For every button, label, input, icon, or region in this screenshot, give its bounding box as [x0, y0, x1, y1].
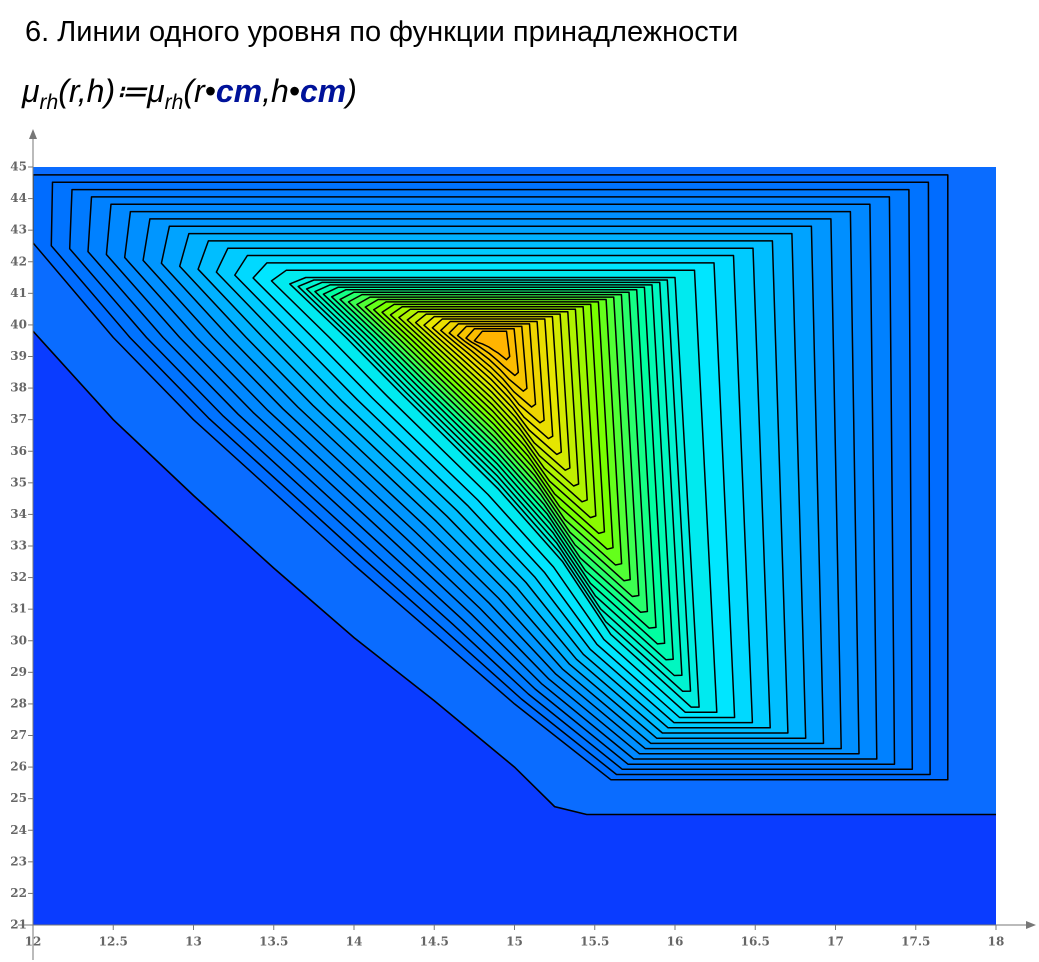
formula-part: ≔ — [115, 73, 148, 109]
x-tick-label: 13 — [185, 935, 202, 949]
band — [33, 330, 996, 925]
y-tick-label: 37 — [10, 412, 27, 426]
y-tick-label: 42 — [10, 254, 27, 268]
y-tick-label: 21 — [10, 918, 27, 932]
y-tick-label: 41 — [10, 286, 27, 300]
formula-part: rh — [39, 91, 59, 114]
y-tick-label: 44 — [10, 191, 27, 205]
y-tick-label: 24 — [10, 823, 27, 837]
y-tick-label: 34 — [10, 507, 27, 521]
y-tick-label: 29 — [10, 665, 27, 679]
y-tick-label: 28 — [10, 696, 27, 710]
formula-unit: cm — [299, 73, 347, 109]
x-tick-label: 12.5 — [99, 935, 128, 949]
formula: μrh(r,h)≔μrh(r•cm,h•cm) — [22, 72, 357, 115]
formula-part: ,h• — [262, 73, 300, 109]
y-tick-label: 40 — [10, 317, 27, 331]
formula-part: μ — [147, 73, 165, 109]
y-tick-label: 38 — [10, 381, 27, 395]
x-tick-label: 13.5 — [259, 935, 288, 949]
y-tick-label: 33 — [10, 539, 27, 553]
x-tick-label: 17 — [827, 935, 844, 949]
contour-band — [473, 330, 511, 361]
formula-part: rh — [164, 91, 184, 114]
x-tick-label: 15.5 — [580, 935, 609, 949]
y-tick-label: 32 — [10, 570, 27, 584]
formula-part: μ — [22, 73, 40, 109]
y-tick-label: 25 — [10, 791, 27, 805]
x-tick-label: 17.5 — [901, 935, 930, 949]
y-tick-label: 26 — [10, 760, 27, 774]
formula-part: (r• — [183, 73, 216, 109]
y-tick-label: 31 — [10, 602, 27, 616]
x-tick-label: 18 — [988, 935, 1005, 949]
y-tick-label: 36 — [10, 444, 27, 458]
formula-part: ) — [346, 73, 357, 109]
x-tick-label: 14 — [346, 935, 363, 949]
y-tick-label: 43 — [10, 223, 27, 237]
y-tick-label: 39 — [10, 349, 27, 363]
y-tick-label: 22 — [10, 886, 27, 900]
x-tick-label: 16 — [667, 935, 684, 949]
y-tick-label: 35 — [10, 475, 27, 489]
formula-part: (r,h) — [58, 73, 116, 109]
x-tick-label: 16.5 — [741, 935, 770, 949]
title: 6. Линии одного уровня по функции принад… — [25, 16, 739, 48]
y-axis-arrow — [29, 129, 37, 139]
x-tick-label: 12 — [25, 935, 42, 949]
x-tick-label: 15 — [506, 935, 523, 949]
formula-unit: cm — [215, 73, 263, 109]
y-tick-label: 45 — [10, 160, 27, 174]
contour-plot — [33, 167, 996, 925]
x-tick-label: 14.5 — [420, 935, 449, 949]
y-tick-label: 27 — [10, 728, 27, 742]
x-axis-arrow — [1026, 921, 1036, 929]
y-tick-label: 30 — [10, 633, 27, 647]
y-tick-label: 23 — [10, 854, 27, 868]
